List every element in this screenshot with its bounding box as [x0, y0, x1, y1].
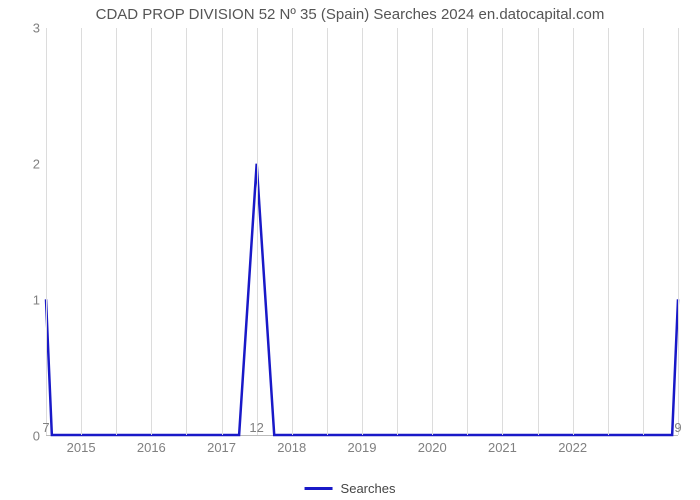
x-tick-label: 2022 — [558, 436, 587, 455]
grid-line-vertical — [151, 28, 152, 435]
grid-line-vertical — [538, 28, 539, 435]
y-tick-label: 1 — [33, 293, 46, 308]
grid-line-vertical — [292, 28, 293, 435]
y-tick-label: 3 — [33, 21, 46, 36]
grid-line-vertical — [502, 28, 503, 435]
x-tick-label: 2018 — [277, 436, 306, 455]
x-tick-label: 2020 — [418, 436, 447, 455]
x-tick-label: 2017 — [207, 436, 236, 455]
grid-line-vertical — [432, 28, 433, 435]
grid-line-vertical — [81, 28, 82, 435]
grid-line-vertical — [46, 28, 47, 435]
grid-line-vertical — [397, 28, 398, 435]
inner-x-label: 7 — [42, 420, 49, 435]
grid-line-vertical — [257, 28, 258, 435]
grid-line-vertical — [643, 28, 644, 435]
grid-line-vertical — [116, 28, 117, 435]
inner-x-label: 9 — [674, 420, 681, 435]
grid-line-vertical — [608, 28, 609, 435]
chart-container: CDAD PROP DIVISION 52 Nº 35 (Spain) Sear… — [0, 0, 700, 500]
grid-line-vertical — [678, 28, 679, 435]
inner-x-label: 12 — [249, 420, 263, 435]
grid-line-vertical — [327, 28, 328, 435]
x-tick-label: 2015 — [67, 436, 96, 455]
x-tick-label: 2016 — [137, 436, 166, 455]
x-tick-label: 2019 — [348, 436, 377, 455]
chart-title: CDAD PROP DIVISION 52 Nº 35 (Spain) Sear… — [0, 0, 700, 23]
grid-line-vertical — [186, 28, 187, 435]
grid-line-vertical — [362, 28, 363, 435]
plot-area — [46, 28, 678, 436]
legend-label: Searches — [341, 481, 396, 496]
x-tick-label: 2021 — [488, 436, 517, 455]
grid-line-vertical — [222, 28, 223, 435]
legend-swatch — [305, 487, 333, 490]
y-tick-label: 2 — [33, 157, 46, 172]
grid-line-vertical — [467, 28, 468, 435]
legend: Searches — [305, 481, 396, 496]
grid-line-vertical — [573, 28, 574, 435]
